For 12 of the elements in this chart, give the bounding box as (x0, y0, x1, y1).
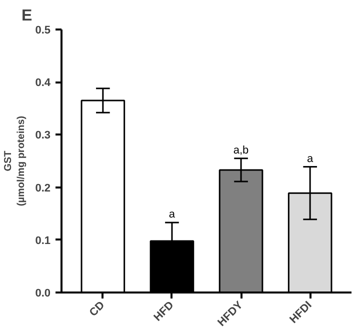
annotation: a (307, 152, 314, 165)
y-axis-title: GST (µmol/mg proteins) (3, 116, 28, 206)
y-tick-label: 0.3 (35, 130, 51, 142)
annotation: a,b (233, 144, 249, 156)
y-tick-label: 0.4 (35, 77, 52, 90)
y-tick-label: 0.1 (35, 234, 51, 247)
chart-title: E (22, 8, 32, 24)
x-tick-label: CD (87, 299, 108, 319)
annotation: a (168, 208, 176, 221)
y-tick-label: 0.0 (35, 288, 51, 300)
y-tick-label: 0.5 (35, 24, 51, 36)
y-tick-label: 0.2 (35, 182, 51, 194)
